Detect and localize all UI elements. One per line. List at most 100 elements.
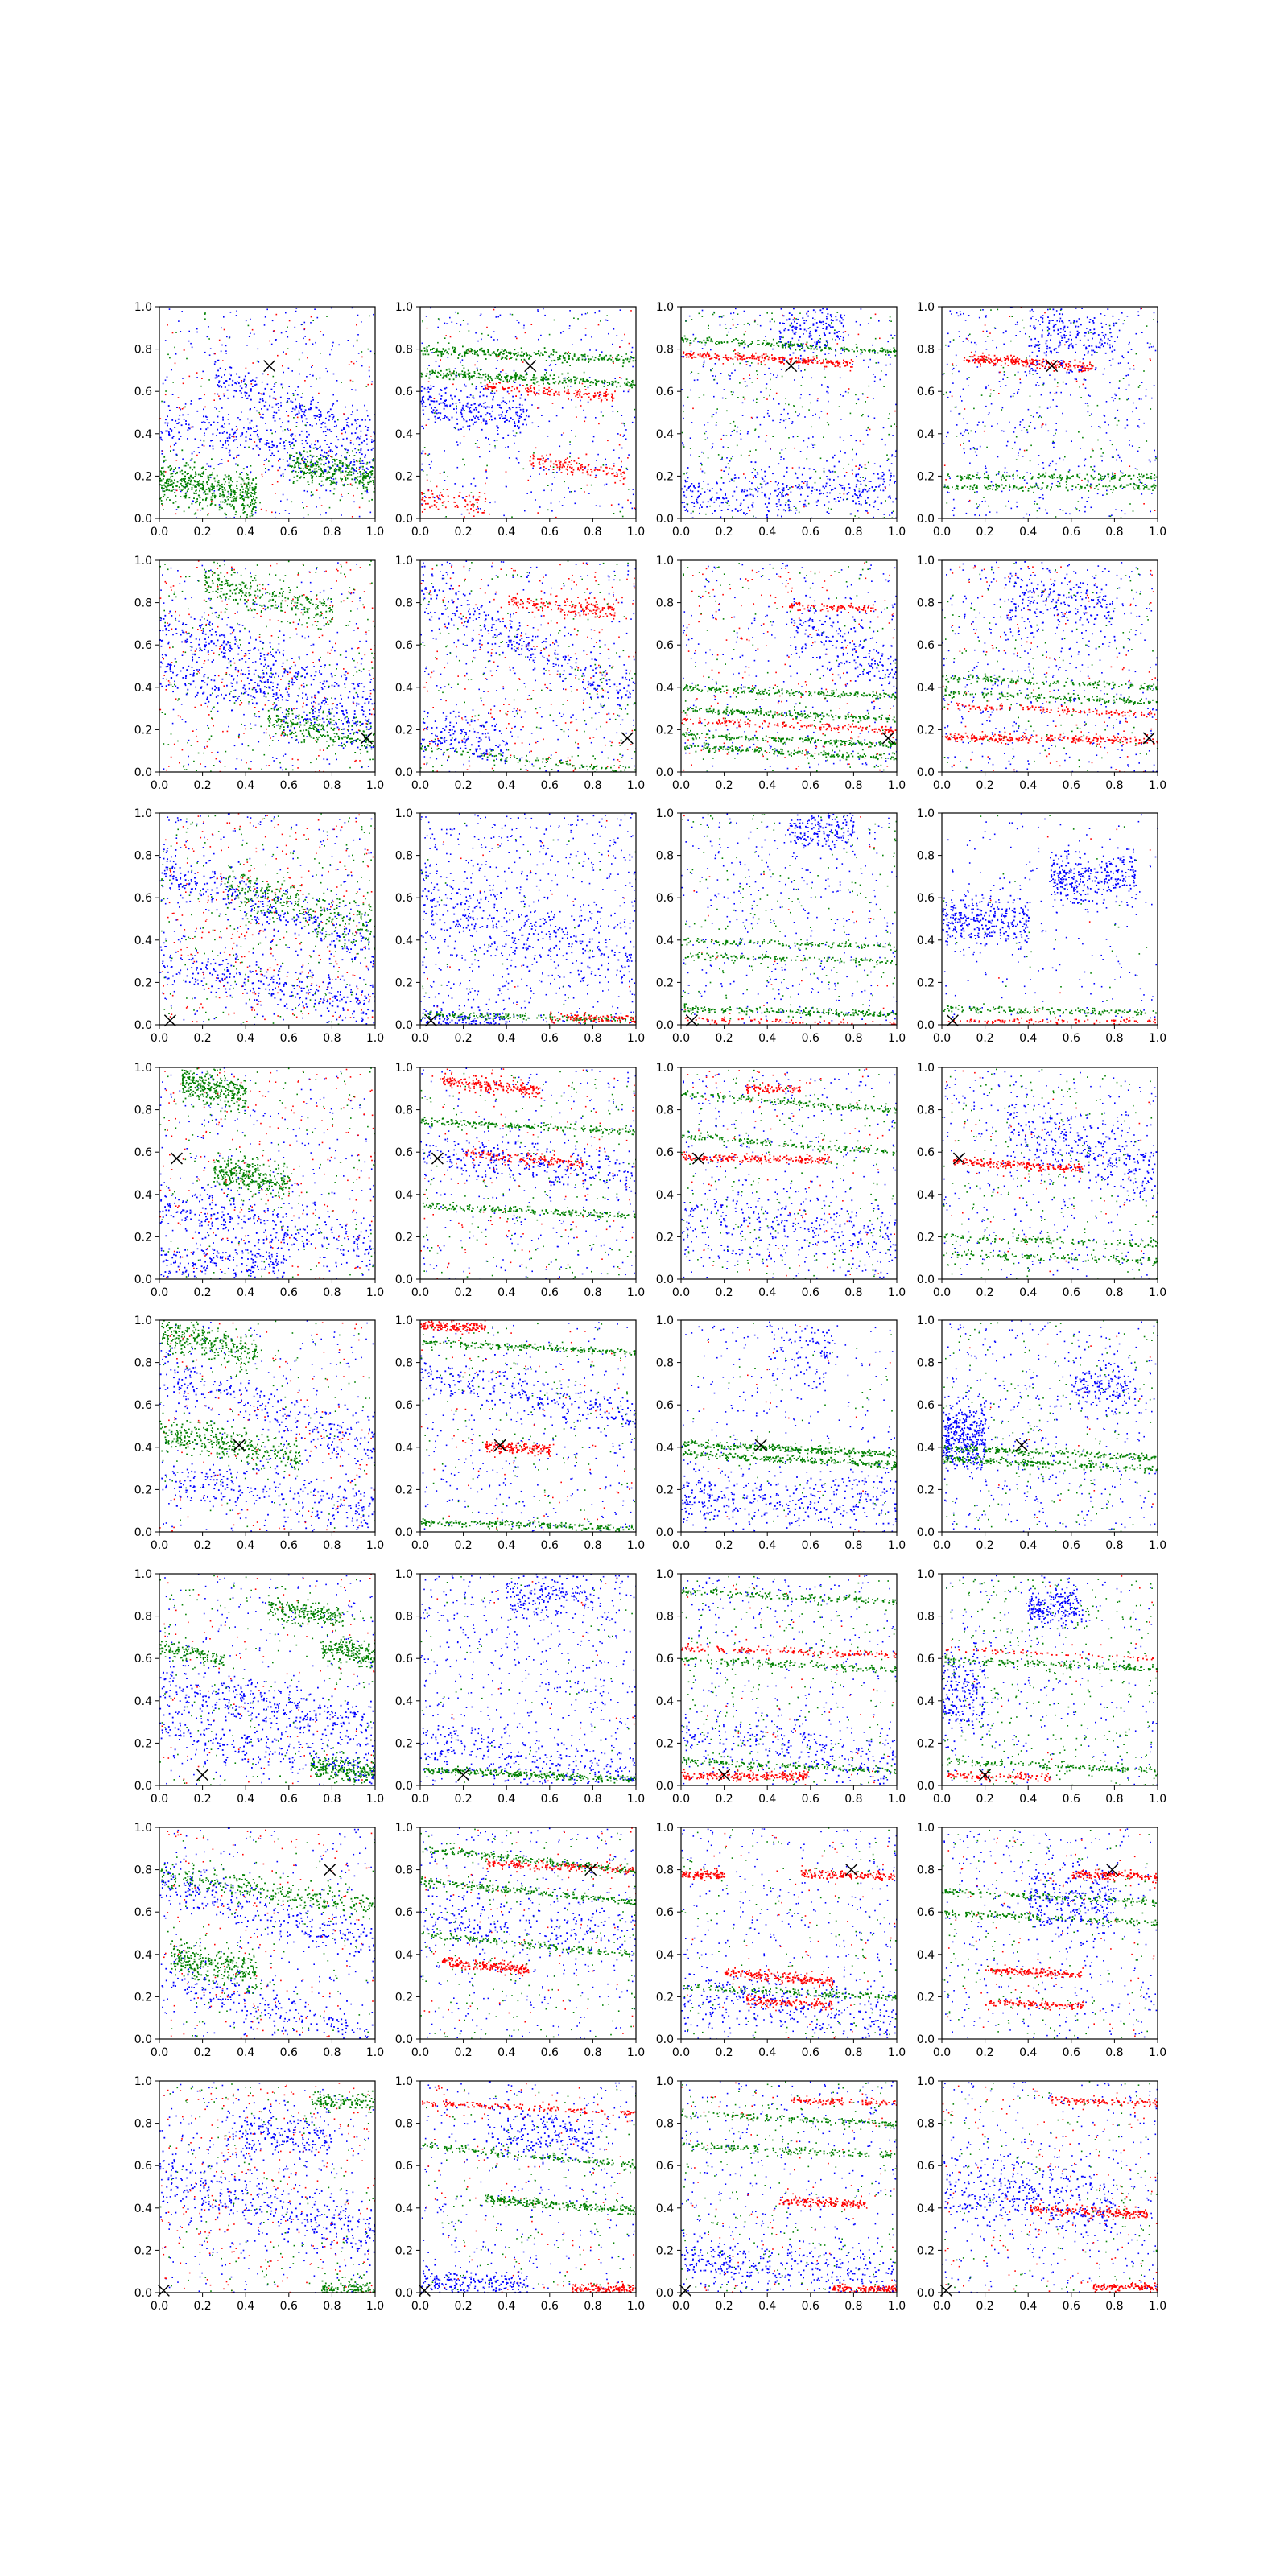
blue-point [329,466,331,469]
green-point [521,375,522,377]
red-point [537,512,539,514]
red-point [498,382,500,383]
blue-point [789,347,791,349]
blue-point [239,390,242,392]
green-point [793,405,795,407]
green-point [774,320,775,323]
x-tick-label: 0.6 [280,526,298,539]
blue-point [229,449,231,452]
red-point [598,395,600,397]
green-point [197,482,200,485]
green-point [794,472,796,473]
blue-point [436,400,438,402]
blue-point [765,496,767,498]
red-point [579,390,581,393]
green-point [609,383,611,385]
x-tick-label: 0.8 [323,526,341,539]
green-point [704,432,706,435]
blue-point [287,452,288,454]
blue-point [741,402,744,404]
red-point [263,464,265,465]
blue-point [246,384,247,386]
blue-point [300,416,303,419]
blue-point [438,403,440,405]
green-point [575,378,577,381]
blue-point [310,494,312,497]
green-point [757,324,759,325]
green-point [758,344,760,345]
blue-point [475,415,477,417]
blue-point [500,371,502,373]
green-point [184,477,186,480]
red-point [605,394,608,396]
blue-point [758,488,760,489]
blue-point [506,419,508,421]
red-point [571,460,572,461]
red-point [563,432,564,434]
blue-point [788,418,791,419]
blue-point [482,419,485,422]
green-point [236,484,237,486]
blue-point [782,487,785,489]
blue-point [825,485,827,488]
red-point [440,498,441,501]
blue-point [312,343,314,345]
blue-point [809,477,811,480]
blue-point [740,438,742,440]
x-tick-label: 0.0 [151,526,168,539]
blue-point [873,417,876,419]
red-point [743,473,745,475]
blue-point [502,400,505,402]
blue-point [440,402,442,404]
green-point [230,489,232,491]
green-point [533,374,535,376]
green-point [369,472,372,474]
green-point [543,378,544,380]
red-point [559,468,561,470]
green-point [574,382,576,385]
blue-point [222,444,224,446]
red-point [555,516,557,518]
green-point [170,481,172,483]
red-point [427,489,430,492]
blue-point [241,387,243,390]
green-point [429,373,431,375]
green-point [736,444,738,447]
blue-point [242,432,244,434]
green-point [361,493,363,495]
red-point [709,358,711,360]
green-point [824,347,827,349]
red-point [718,358,720,361]
blue-point [332,404,333,407]
green-point [468,374,469,376]
red-point [618,444,621,446]
red-point [612,397,613,399]
red-point [757,355,759,357]
blue-point [335,470,337,473]
green-point [473,504,475,506]
green-point [808,409,810,411]
blue-point [427,489,430,491]
green-point [166,486,168,489]
blue-point [581,313,583,316]
blue-point [161,431,163,434]
blue-point [196,328,198,330]
blue-point [184,403,187,405]
blue-point [356,427,358,429]
green-point [881,370,882,372]
green-point [601,358,603,361]
blue-point [219,463,221,464]
blue-point [250,398,252,401]
green-point [161,400,163,402]
green-point [798,345,800,346]
blue-point [537,311,539,312]
green-point [448,353,449,355]
blue-point [761,477,763,479]
blue-point [722,434,724,436]
blue-point [827,392,829,394]
green-point [171,483,173,485]
green-point [181,489,183,492]
green-point [500,351,502,353]
red-point [542,391,544,394]
red-point [577,467,580,469]
